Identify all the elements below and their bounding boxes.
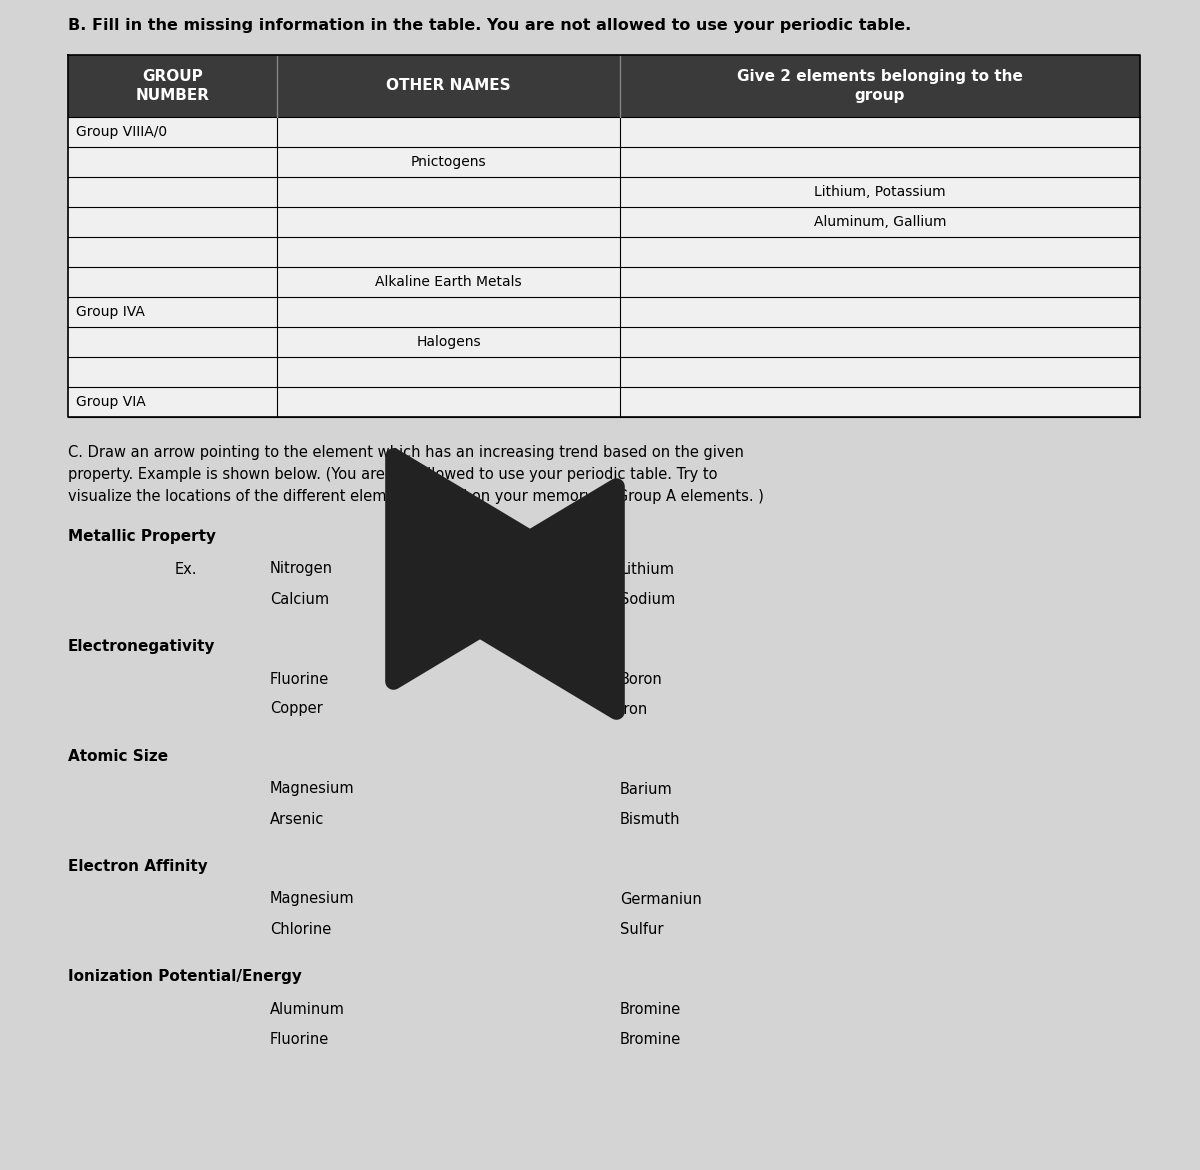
Bar xyxy=(68,387,1140,417)
Text: Arsenic: Arsenic xyxy=(270,812,324,826)
Text: Fluorine: Fluorine xyxy=(270,1032,329,1046)
Text: Aluminum, Gallium: Aluminum, Gallium xyxy=(814,215,947,229)
Text: Magnesium: Magnesium xyxy=(270,892,355,907)
Bar xyxy=(68,177,1140,207)
Bar xyxy=(68,207,1140,238)
Text: Lithium, Potassium: Lithium, Potassium xyxy=(815,185,946,199)
Text: Boron: Boron xyxy=(620,672,662,687)
Text: Halogens: Halogens xyxy=(416,335,481,349)
Text: Aluminum: Aluminum xyxy=(270,1002,344,1017)
Bar xyxy=(68,55,1140,117)
Bar xyxy=(68,267,1140,297)
Text: Barium: Barium xyxy=(620,782,673,797)
Text: Alkaline Earth Metals: Alkaline Earth Metals xyxy=(376,275,522,289)
Text: C. Draw an arrow pointing to the element which has an increasing trend based on : C. Draw an arrow pointing to the element… xyxy=(68,445,744,460)
Text: Germaniun: Germaniun xyxy=(620,892,702,907)
Text: Sodium: Sodium xyxy=(620,592,676,606)
Text: Fluorine: Fluorine xyxy=(270,672,329,687)
Text: Sulfur: Sulfur xyxy=(620,922,664,936)
Bar xyxy=(68,357,1140,387)
Text: Bromine: Bromine xyxy=(620,1032,682,1046)
Text: Copper: Copper xyxy=(270,702,323,716)
Text: Metallic Property: Metallic Property xyxy=(68,529,216,544)
Bar xyxy=(68,117,1140,147)
Bar xyxy=(68,147,1140,177)
Text: Group IVA: Group IVA xyxy=(76,305,145,319)
Text: Ex.: Ex. xyxy=(175,562,198,577)
Text: Chlorine: Chlorine xyxy=(270,922,331,936)
Text: Nitrogen: Nitrogen xyxy=(270,562,334,577)
Text: Pnictogens: Pnictogens xyxy=(410,154,486,168)
Text: Magnesium: Magnesium xyxy=(270,782,355,797)
Text: Give 2 elements belonging to the
group: Give 2 elements belonging to the group xyxy=(737,69,1022,103)
Text: Bromine: Bromine xyxy=(620,1002,682,1017)
Text: Atomic Size: Atomic Size xyxy=(68,749,168,764)
Text: GROUP
NUMBER: GROUP NUMBER xyxy=(136,69,210,103)
Text: OTHER NAMES: OTHER NAMES xyxy=(386,78,511,94)
Text: Bismuth: Bismuth xyxy=(620,812,680,826)
Text: Group VIIIA/0: Group VIIIA/0 xyxy=(76,125,167,139)
Bar xyxy=(68,238,1140,267)
Text: property. Example is shown below. (You are not allowed to use your periodic tabl: property. Example is shown below. (You a… xyxy=(68,467,718,482)
Text: B. Fill in the missing information in the table. You are not allowed to use your: B. Fill in the missing information in th… xyxy=(68,18,911,33)
Bar xyxy=(68,326,1140,357)
Text: Group VIA: Group VIA xyxy=(76,395,145,410)
Text: Electron Affinity: Electron Affinity xyxy=(68,859,208,874)
Text: visualize the locations of the different elements based on your memory of Group : visualize the locations of the different… xyxy=(68,489,764,504)
Text: Lithium: Lithium xyxy=(620,562,674,577)
Bar xyxy=(68,297,1140,326)
Text: Electronegativity: Electronegativity xyxy=(68,639,216,654)
Text: Iron: Iron xyxy=(620,702,648,716)
Text: Calcium: Calcium xyxy=(270,592,329,606)
Text: Ionization Potential/Energy: Ionization Potential/Energy xyxy=(68,969,302,984)
